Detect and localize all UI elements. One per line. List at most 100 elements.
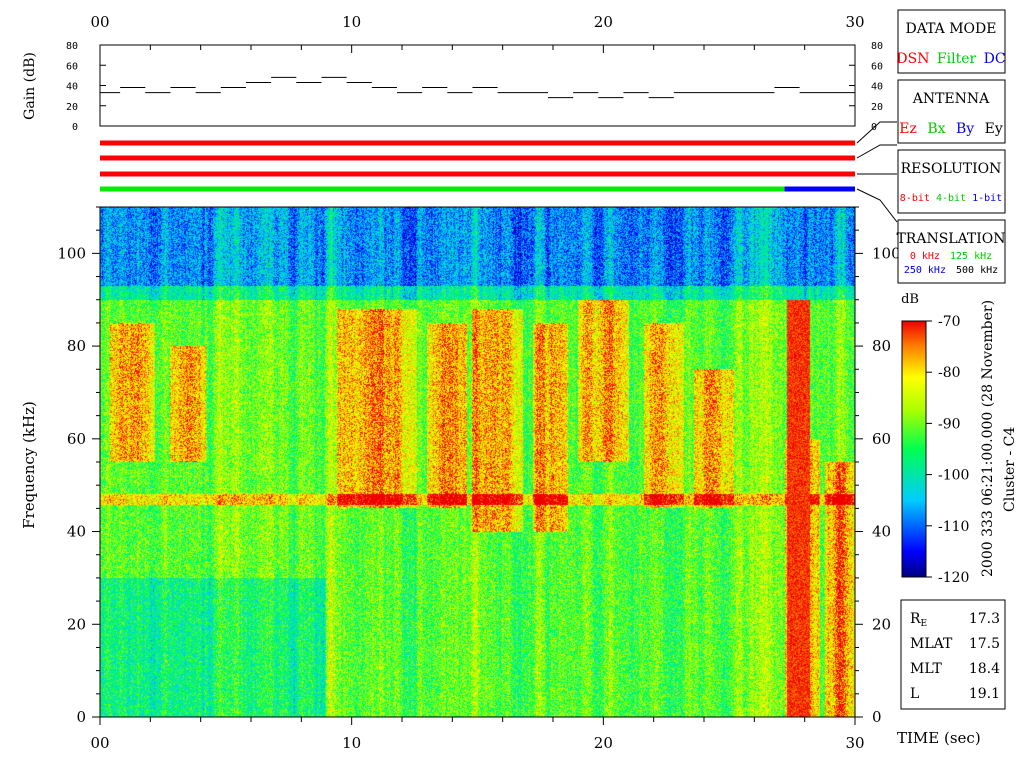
freq-tick-label-left: 20 [67, 615, 86, 633]
top-xtick-label: 20 [594, 13, 613, 31]
gain-ytick-label-right: 60 [871, 61, 883, 72]
colorbar-tick-label: -90 [938, 416, 961, 432]
orbit-info: RE 17.3 MLAT 17.5 MLT 18.4 L 19.1 [900, 599, 1006, 710]
colorbar-tick-label: -100 [938, 468, 969, 484]
top-xtick-label: 00 [90, 13, 109, 31]
gain-ytick-label-left: 80 [66, 41, 78, 52]
legend-antenna: ANTENNA Ez Bx By Ey [897, 79, 1006, 144]
freq-tick-label-left: 40 [67, 523, 86, 541]
bottom-xtick-label: 00 [90, 734, 109, 752]
spectrogram-ticks [92, 206, 863, 725]
freq-tick-label-right: 80 [872, 337, 891, 355]
orbit-re-label-main: R [910, 611, 921, 627]
top-xtick-label: 10 [342, 13, 361, 31]
gain-ytick-label-right: 40 [871, 82, 883, 93]
legend-by: By [956, 121, 974, 137]
connector-lines [856, 121, 898, 223]
legend-resolution-box [897, 149, 1006, 214]
status-bar-segment [100, 186, 785, 192]
spectrogram-image [100, 207, 855, 717]
legend-1bit: 1-bit [972, 193, 1002, 204]
legend-dc: DC [984, 51, 1006, 67]
connector-antenna [856, 144, 897, 159]
legend-250khz: 250 kHz [904, 265, 946, 276]
legend-filter: Filter [937, 51, 977, 67]
legend-data-mode-box [897, 9, 1006, 74]
legend-translation: TRANSLATION 0 kHz 125 kHz 250 kHz 500 kH… [896, 219, 1006, 284]
legend-bx: Bx [927, 121, 945, 137]
colorbar-unit: dB [901, 292, 919, 307]
spacecraft-label: Cluster - C4 [1002, 427, 1018, 512]
top-time-axis: 00 10 20 30 [90, 13, 864, 31]
bottom-xtick-label: 30 [845, 734, 864, 752]
freq-tick-label-right: 20 [872, 615, 891, 633]
status-bars [100, 140, 855, 192]
gain-ytick-label-right: 20 [871, 102, 883, 113]
legend-500khz: 500 kHz [956, 265, 998, 276]
legend-data-mode-title: DATA MODE [906, 21, 997, 37]
frequency-tick-labels: 0 0 20 20 40 40 60 60 80 80 100 100 [57, 244, 900, 726]
frequency-axis-label: Frequency (kHz) [20, 401, 38, 529]
freq-tick-label-right: 0 [872, 708, 882, 726]
gain-ytick-label-left: 60 [66, 61, 78, 72]
top-xtick-label: 30 [845, 13, 864, 31]
orbit-re-value: 17.3 [969, 611, 1000, 627]
gain-axis-label: Gain (dB) [22, 52, 38, 120]
bottom-xtick-label: 10 [342, 734, 361, 752]
orbit-l-label: L [910, 686, 919, 702]
colorbar-ticks: -70 -80 -90 -100 -110 -120 [926, 314, 969, 586]
orbit-mlt-label: MLT [910, 661, 942, 677]
orbit-re-label-sub: E [921, 619, 928, 629]
orbit-mlt-value: 18.4 [969, 661, 1000, 677]
gain-ytick-label-right: 80 [871, 41, 883, 52]
legend-data-mode-items: DSN Filter DC [896, 51, 1005, 67]
gain-ytick-label-left: 40 [66, 82, 78, 93]
orbit-mlat-value: 17.5 [969, 636, 1000, 652]
freq-tick-label-right: 100 [872, 244, 901, 262]
orbit-re-label: RE [910, 611, 927, 629]
orbit-mlat-label: MLAT [910, 636, 953, 652]
freq-tick-label-left: 60 [67, 430, 86, 448]
legend-translation-title: TRANSLATION [896, 231, 1005, 247]
colorbar-tick-label: -110 [938, 519, 969, 535]
legend-translation-row2: 250 kHz 500 kHz [904, 265, 998, 276]
freq-tick-label-right: 60 [872, 430, 891, 448]
orbit-l-value: 19.1 [969, 686, 1000, 702]
colorbar-gradient [901, 320, 927, 578]
legend-ez: Ez [899, 121, 917, 137]
colorbar-tick-label: -70 [938, 314, 961, 330]
legend-antenna-items: Ez Bx By Ey [899, 121, 1003, 137]
freq-tick-label-left: 100 [57, 244, 86, 262]
legend-125khz: 125 kHz [950, 251, 992, 262]
bottom-time-axis: 00 10 20 30 [90, 734, 864, 752]
time-axis-label: TIME (sec) [897, 729, 981, 747]
legend-antenna-box [897, 79, 1006, 144]
gain-trace [100, 76, 855, 99]
freq-tick-label-left: 0 [76, 708, 86, 726]
status-bar-segment [100, 155, 855, 161]
colorbar-tick-label: -80 [938, 365, 961, 381]
colorbar: dB -70 -80 -90 -100 -110 -120 [901, 292, 969, 586]
status-bar-segment [784, 186, 855, 192]
gain-frame [99, 44, 856, 127]
legend-resolution-items: 8-bit 4-bit 1-bit [900, 193, 1002, 204]
bottom-xtick-label: 20 [594, 734, 613, 752]
legend-ey: Ey [985, 121, 1003, 137]
legend-dsn: DSN [896, 51, 929, 67]
freq-tick-label-right: 40 [872, 523, 891, 541]
connector-translation [856, 188, 898, 223]
legend-data-mode: DATA MODE DSN Filter DC [896, 9, 1006, 74]
legend-0khz: 0 kHz [910, 251, 940, 262]
legend-resolution: RESOLUTION 8-bit 4-bit 1-bit [897, 149, 1006, 214]
legend-8bit: 8-bit [900, 193, 930, 204]
legend-translation-row1: 0 kHz 125 kHz [910, 251, 992, 262]
colorbar-tick-label: -120 [938, 570, 969, 586]
legend-translation-box [897, 219, 1006, 284]
gain-ytick-label-left: 0 [72, 122, 78, 133]
legend-4bit: 4-bit [936, 193, 966, 204]
legend-resolution-title: RESOLUTION [901, 161, 1002, 177]
freq-tick-label-left: 80 [67, 337, 86, 355]
